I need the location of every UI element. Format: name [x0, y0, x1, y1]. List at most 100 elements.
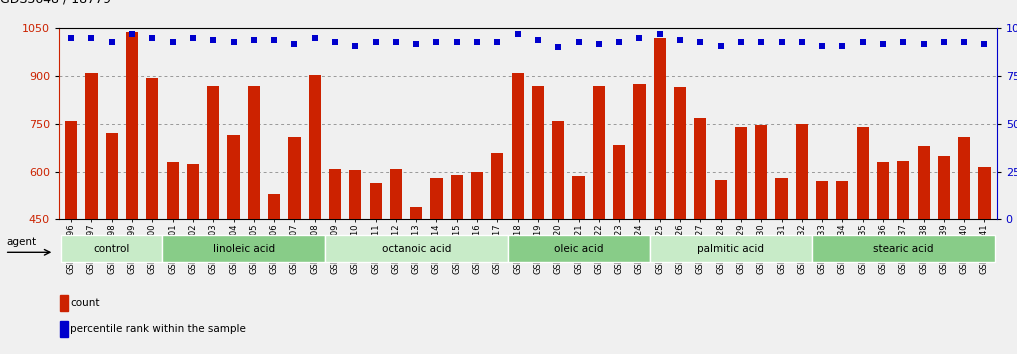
Bar [552, 121, 564, 354]
Bar [106, 133, 118, 354]
Bar [756, 126, 767, 354]
Point [367, 39, 383, 45]
Bar [877, 162, 889, 354]
Bar [167, 162, 179, 354]
Bar [917, 146, 930, 354]
Text: percentile rank within the sample: percentile rank within the sample [70, 324, 246, 334]
Bar [328, 169, 341, 354]
Bar [451, 175, 463, 354]
Point [83, 35, 100, 41]
Bar [60, 321, 67, 337]
Point [854, 39, 871, 45]
Bar [369, 183, 381, 354]
Bar [349, 170, 361, 354]
Point [469, 39, 485, 45]
Bar [268, 194, 281, 354]
Point [448, 39, 465, 45]
Point [286, 41, 302, 46]
Bar [836, 181, 848, 354]
Point [895, 39, 911, 45]
Text: GDS3648 / 18779: GDS3648 / 18779 [0, 0, 111, 5]
Bar [248, 86, 260, 354]
Bar [228, 135, 240, 354]
Bar [856, 127, 869, 354]
Point [226, 39, 242, 45]
Bar [593, 86, 605, 354]
Bar [735, 127, 747, 354]
Text: control: control [94, 244, 130, 254]
Point [754, 39, 770, 45]
Point [550, 45, 566, 50]
Point [306, 35, 322, 41]
Text: oleic acid: oleic acid [554, 244, 603, 254]
Point [834, 43, 850, 48]
Bar [958, 137, 970, 354]
Point [611, 39, 627, 45]
Point [976, 41, 993, 46]
Bar [146, 78, 159, 354]
Point [63, 35, 79, 41]
Bar [613, 144, 625, 354]
Bar [187, 164, 199, 354]
Bar [938, 156, 950, 354]
Text: count: count [70, 298, 100, 308]
Point [530, 37, 546, 42]
Bar [573, 176, 585, 354]
Bar [430, 178, 442, 354]
Point [165, 39, 181, 45]
Bar [324, 235, 507, 262]
Bar [207, 86, 220, 354]
Point [347, 43, 363, 48]
Bar [471, 172, 483, 354]
Bar [695, 118, 707, 354]
Point [652, 31, 668, 37]
Point [793, 39, 810, 45]
Bar [654, 38, 666, 354]
Point [672, 37, 689, 42]
Bar [61, 235, 163, 262]
Point [632, 35, 648, 41]
Bar [163, 235, 324, 262]
Text: agent: agent [6, 237, 36, 247]
Point [104, 39, 120, 45]
Text: stearic acid: stearic acid [873, 244, 934, 254]
Bar [978, 167, 991, 354]
Bar [674, 87, 686, 354]
Point [266, 37, 283, 42]
Bar [491, 153, 503, 354]
Bar [715, 180, 727, 354]
Bar [410, 207, 422, 354]
Point [246, 37, 262, 42]
Point [733, 39, 750, 45]
Text: linoleic acid: linoleic acid [213, 244, 275, 254]
Bar [507, 235, 650, 262]
Point [428, 39, 444, 45]
Point [875, 41, 891, 46]
Point [814, 43, 830, 48]
Bar [512, 73, 524, 354]
Point [713, 43, 729, 48]
Point [936, 39, 952, 45]
Bar [308, 75, 320, 354]
Point [326, 39, 343, 45]
Bar [289, 137, 300, 354]
Point [510, 31, 526, 37]
Point [591, 41, 607, 46]
Point [489, 39, 505, 45]
Bar [65, 121, 77, 354]
Point [387, 39, 404, 45]
Bar [897, 161, 909, 354]
Bar [532, 86, 544, 354]
Point [408, 41, 424, 46]
Bar [634, 84, 646, 354]
Bar [812, 235, 995, 262]
Bar [650, 235, 812, 262]
Bar [390, 170, 402, 354]
Bar [85, 73, 98, 354]
Point [693, 39, 709, 45]
Point [571, 39, 587, 45]
Text: octanoic acid: octanoic acid [381, 244, 451, 254]
Text: palmitic acid: palmitic acid [698, 244, 765, 254]
Point [915, 41, 932, 46]
Bar [775, 178, 787, 354]
